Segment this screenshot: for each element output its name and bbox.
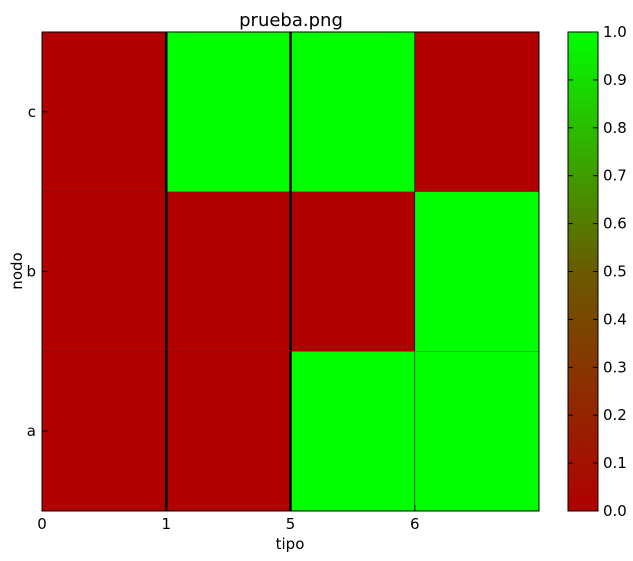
colorbar-tick-label: 0.9 bbox=[603, 71, 627, 89]
heatmap-cell bbox=[165, 31, 291, 192]
heatmap-cell bbox=[41, 351, 167, 512]
x-tick-label: 0 bbox=[37, 515, 47, 533]
x-tick-label: 1 bbox=[161, 515, 171, 533]
heatmap-cell bbox=[414, 191, 540, 352]
heatmap-cells bbox=[41, 31, 540, 512]
x-axis-ticks: 0 1 5 6 bbox=[37, 505, 420, 533]
heatmap-cell bbox=[290, 351, 416, 512]
column-separators bbox=[165, 32, 416, 511]
colorbar-tick-label: 0.7 bbox=[603, 167, 627, 185]
y-tick-label: a bbox=[27, 422, 36, 440]
colorbar-tick-label: 0.5 bbox=[603, 263, 627, 281]
y-tick-label: b bbox=[26, 263, 36, 281]
heatmap-cell bbox=[41, 31, 167, 192]
heatmap-cell bbox=[414, 351, 540, 512]
colorbar-tick-label: 0.1 bbox=[603, 454, 627, 472]
colorbar-tick-label: 0.2 bbox=[603, 406, 627, 424]
y-axis-label: nodo bbox=[8, 252, 26, 289]
heatmap-cell bbox=[290, 31, 416, 192]
colorbar-tick-label: 0.4 bbox=[603, 310, 627, 328]
y-tick-label: c bbox=[28, 103, 36, 121]
colorbar-tick-label: 0.0 bbox=[603, 502, 627, 520]
chart-title: prueba.png bbox=[239, 10, 343, 31]
colorbar-ticks: 0.0 0.1 0.2 0.3 0.4 0.5 0.6 0.7 0.8 0.9 1.0 bbox=[568, 23, 627, 520]
colorbar-tick-label: 1.0 bbox=[603, 23, 627, 41]
heatmap-cell bbox=[165, 351, 291, 512]
y-axis-ticks: a b c bbox=[26, 103, 48, 440]
heatmap-cell bbox=[290, 191, 416, 352]
heatmap-cell bbox=[165, 191, 291, 352]
x-axis-label: tipo bbox=[276, 535, 305, 553]
heatmap-cell bbox=[414, 31, 540, 192]
colorbar-tick-label: 0.6 bbox=[603, 215, 627, 233]
colorbar-tick-label: 0.3 bbox=[603, 358, 627, 376]
colorbar-tick-label: 0.8 bbox=[603, 119, 627, 137]
x-tick-label: 6 bbox=[410, 515, 420, 533]
x-tick-label: 5 bbox=[286, 515, 296, 533]
heatmap-cell bbox=[41, 191, 167, 352]
